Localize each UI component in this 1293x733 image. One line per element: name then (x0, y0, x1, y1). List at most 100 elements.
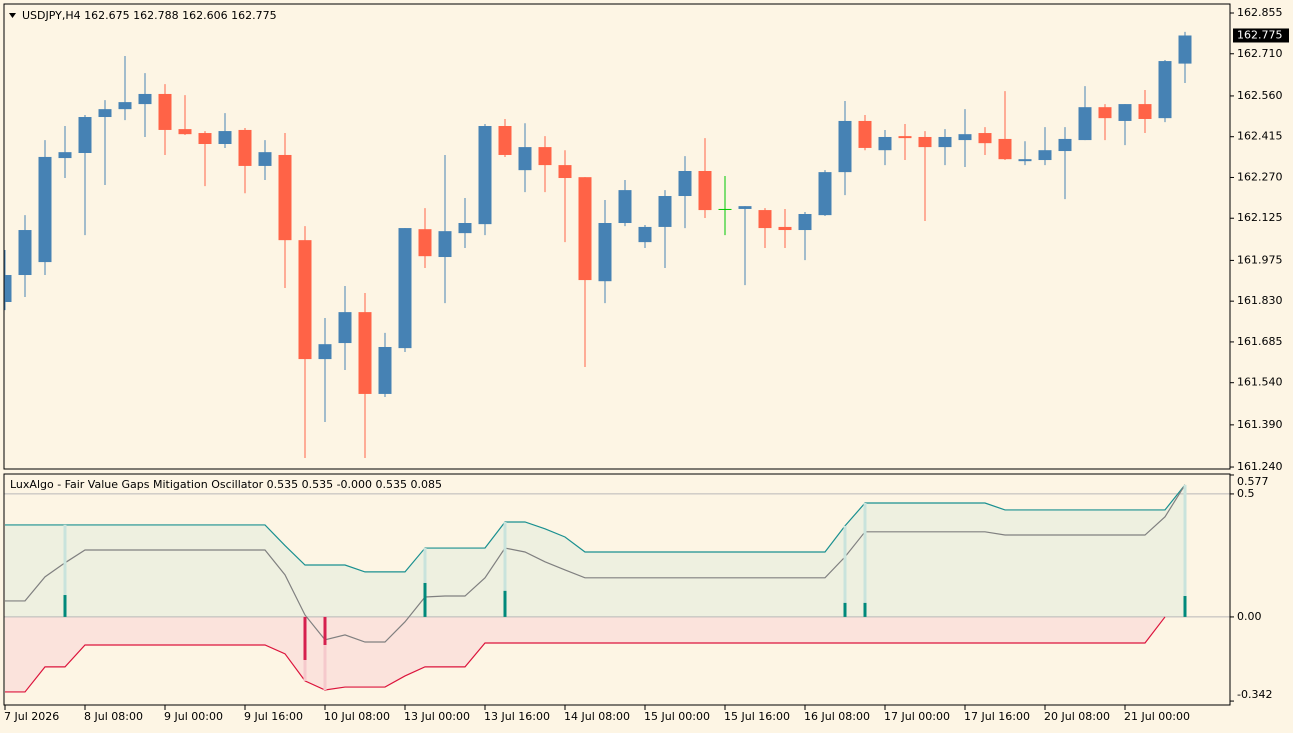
candle-body (1138, 104, 1152, 119)
candle-body (338, 312, 352, 344)
candle-body (158, 93, 172, 130)
candle-body (458, 223, 472, 234)
candle-body (598, 223, 612, 282)
candle-body (318, 344, 332, 360)
y-tick-label: 0.5 (1237, 487, 1255, 500)
candle-body (538, 147, 552, 166)
candle-body (198, 133, 212, 145)
candle-body (638, 226, 652, 243)
candle-body (698, 170, 712, 211)
price-panel (4, 31, 1192, 459)
candle-body (938, 136, 952, 148)
last-price-label: 162.775 (1237, 28, 1283, 41)
x-tick-label: 21 Jul 00:00 (1124, 710, 1190, 723)
candle-body (258, 152, 272, 166)
candle-body (218, 131, 232, 145)
x-tick-label: 17 Jul 16:00 (964, 710, 1030, 723)
candle-body (1118, 104, 1132, 121)
x-tick-label: 9 Jul 16:00 (244, 710, 303, 723)
menu-arrow[interactable] (9, 13, 16, 18)
y-tick-label: 161.975 (1237, 253, 1283, 266)
candle-body (1078, 107, 1092, 141)
candle-body (578, 177, 592, 281)
histogram-bar (63, 595, 67, 617)
oscillator-panel (4, 484, 1230, 693)
x-tick-label: 10 Jul 08:00 (324, 710, 390, 723)
candle-body (438, 231, 452, 258)
candle-body (38, 156, 52, 263)
y-tick-label: 161.685 (1237, 335, 1283, 348)
candle-body (398, 228, 412, 349)
histogram-bar (303, 616, 307, 660)
candle-body (718, 208, 732, 210)
candle-body (818, 172, 832, 216)
x-tick-label: 14 Jul 08:00 (564, 710, 630, 723)
y-tick-label: 162.855 (1237, 6, 1283, 19)
y-tick-label: 161.390 (1237, 418, 1283, 431)
candle-body (678, 170, 692, 197)
candle-body (1038, 150, 1052, 161)
candle-body (238, 129, 252, 166)
x-tick-label: 15 Jul 16:00 (724, 710, 790, 723)
candle-body (758, 210, 772, 229)
oscillator-line (5, 616, 1166, 693)
area (5, 484, 1185, 617)
y-tick-label: 162.560 (1237, 89, 1283, 102)
candle-body (78, 117, 92, 154)
x-tick-label: 8 Jul 08:00 (84, 710, 143, 723)
x-tick-label: 15 Jul 00:00 (644, 710, 710, 723)
y-tick-label: 162.710 (1237, 47, 1283, 60)
y-tick-label: 162.415 (1237, 130, 1283, 143)
candle-body (178, 129, 192, 135)
oscillator-line (5, 484, 1186, 643)
histogram-bar (503, 590, 507, 617)
candle-body (418, 229, 432, 257)
candle-body (118, 102, 132, 110)
x-tick-label: 20 Jul 08:00 (1044, 710, 1110, 723)
histogram-bar (423, 582, 427, 617)
oscillator-line (5, 484, 1186, 573)
candle-body (378, 346, 392, 394)
candle-body (478, 126, 492, 225)
candle-body (518, 147, 532, 171)
candle-body (1018, 159, 1032, 162)
candle-body (778, 226, 792, 231)
candle-body (738, 206, 752, 209)
candle-body (498, 126, 512, 155)
candle-body (618, 190, 632, 224)
candle-body (358, 312, 372, 394)
candle-body (658, 196, 672, 227)
last-price-box (1233, 28, 1289, 43)
x-tick-label: 9 Jul 00:00 (164, 710, 223, 723)
candle-body (798, 214, 812, 231)
y-tick-label: 161.830 (1237, 294, 1283, 307)
candle-body (138, 93, 152, 105)
y-tick-label: 161.540 (1237, 376, 1283, 389)
y-tick-label: 162.270 (1237, 170, 1283, 183)
candle-body (98, 109, 112, 118)
candle-body (878, 136, 892, 151)
histogram-bar (1183, 596, 1187, 617)
candle-body (1178, 35, 1192, 64)
candle-body (858, 120, 872, 148)
y-tick-label: 162.125 (1237, 211, 1283, 224)
candle-body (998, 138, 1012, 160)
candle-body (18, 230, 32, 276)
candle-body (898, 136, 912, 139)
candle-body (58, 152, 72, 159)
x-tick-label: 7 Jul 2026 (4, 710, 59, 723)
y-tick-label: -0.342 (1237, 688, 1272, 701)
histogram-bar (323, 616, 327, 645)
candle-body (4, 275, 12, 303)
y-tick-label: 0.577 (1237, 475, 1269, 488)
oscillator-frame (3, 473, 1231, 706)
candle-body (298, 240, 312, 360)
candle-body (1058, 138, 1072, 152)
x-tick-label: 16 Jul 08:00 (804, 710, 870, 723)
candle-body (1158, 61, 1172, 119)
symbol-header: USDJPY,H4 162.675 162.788 162.606 162.77… (22, 9, 277, 22)
indicator-title: LuxAlgo - Fair Value Gaps Mitigation Osc… (10, 478, 442, 491)
candle-body (918, 136, 932, 148)
candle-body (1098, 107, 1112, 119)
